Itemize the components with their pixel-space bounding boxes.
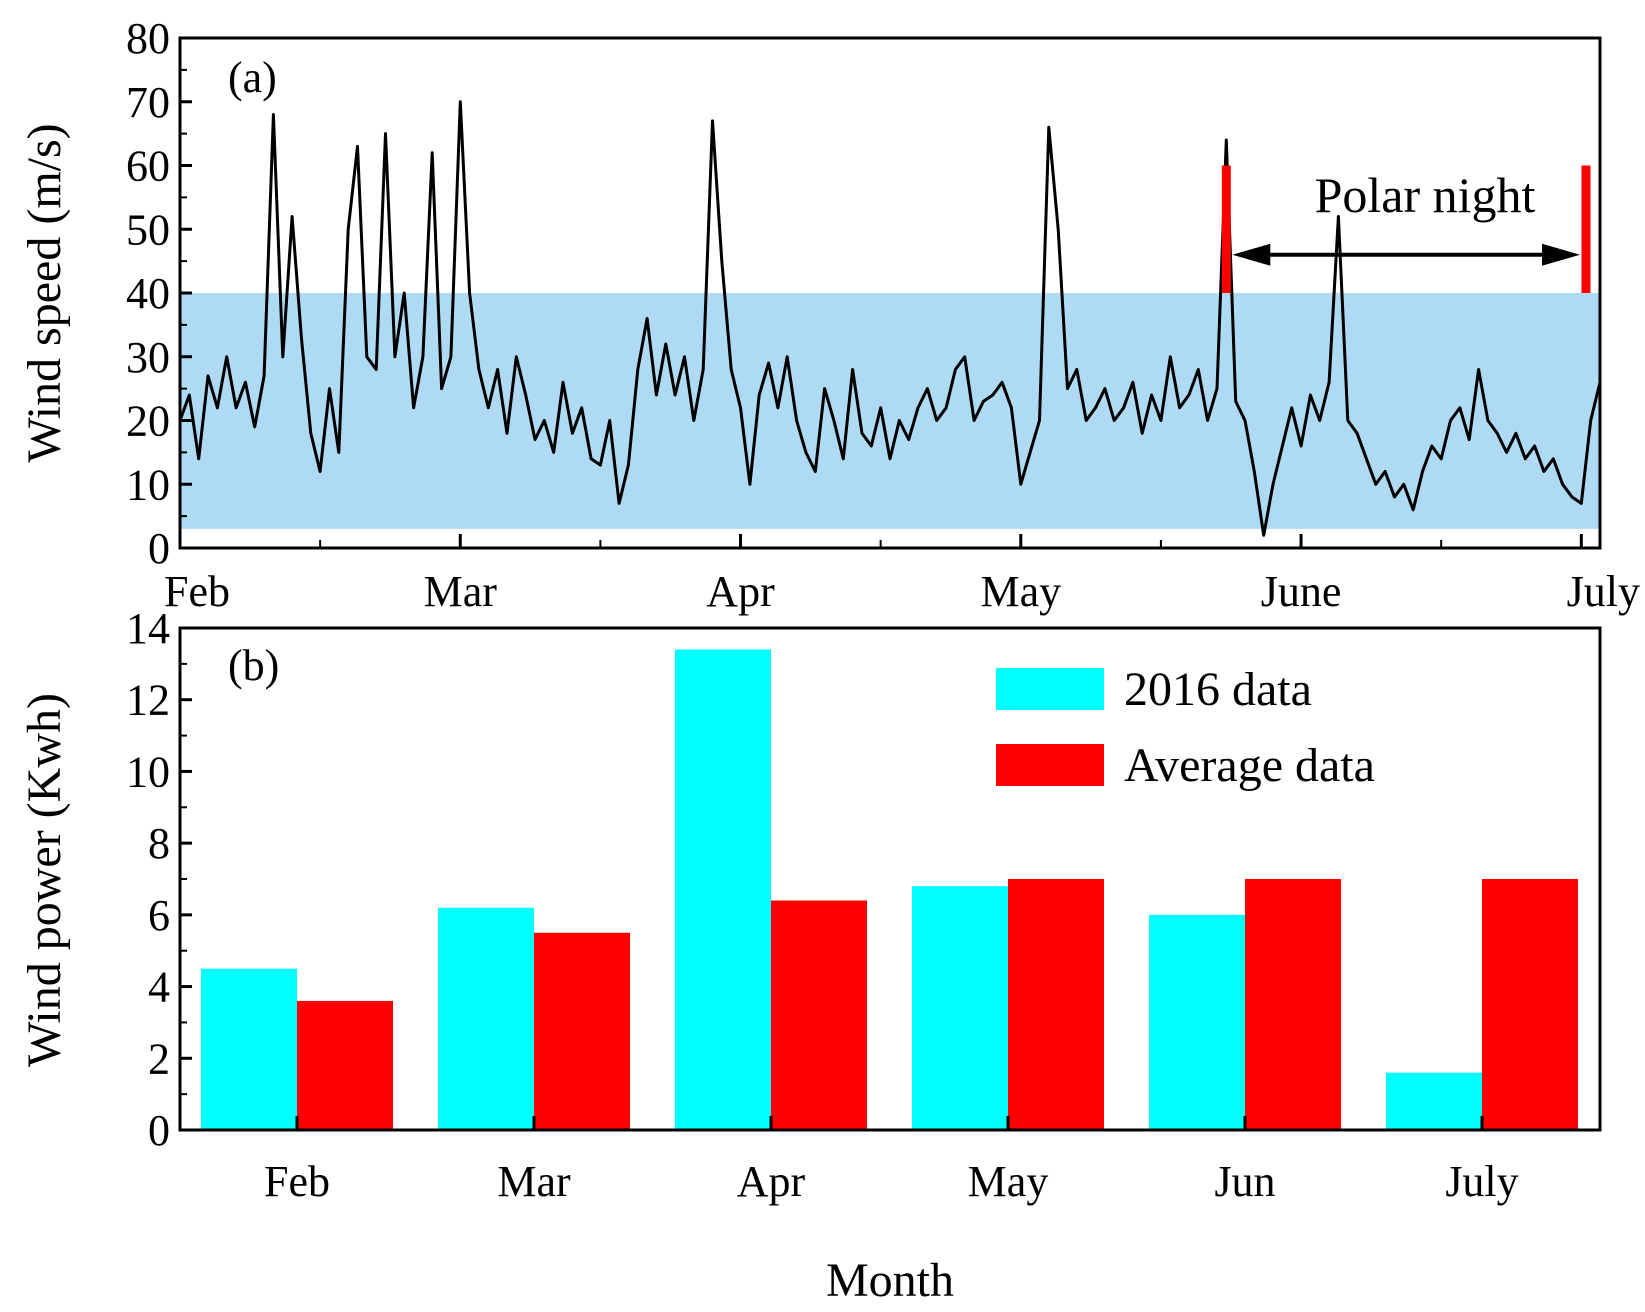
panel-a-y-tick-label: 10 [126,460,170,509]
polar-night-arrow-right-head [1541,243,1580,266]
bar-2016-jun [1149,914,1245,1130]
panel-b-y-tick-label: 0 [148,1106,170,1155]
wind-speed-line [178,100,1602,537]
bar-average-apr [771,900,867,1130]
panel-a-y-ticks: 0 10 20 30 40 50 60 70 80 [126,14,192,573]
panel-a-y-tick-label: 60 [126,142,170,191]
panel-a-y-tick-label: 30 [126,333,170,382]
panel-a: 0 10 20 30 40 50 60 70 80 Feb Mar Apr May June July (… [18,14,1640,616]
panel-a-x-tick-label: June [1261,567,1342,616]
bar-average-jun [1245,879,1341,1130]
polar-night-annotation [1221,165,1591,293]
bar-2016-july [1386,1072,1482,1130]
panel-a-x-tick-label: Mar [424,567,498,616]
legend-label-2016: 2016 data [1124,663,1312,716]
bar-average-july [1482,879,1578,1130]
panel-a-y-tick-label: 80 [126,14,170,63]
panel-b-x-tick-label: Apr [737,1157,806,1206]
panel-b-x-tick-label: May [968,1157,1049,1206]
bar-average-feb [297,1000,393,1130]
panel-b-label: (b) [228,641,279,690]
panel-a-y-tick-label: 70 [126,78,170,127]
panel-b-y-tick-label: 4 [148,963,170,1012]
wind-speed-series-layer [178,100,1602,537]
panel-b-x-tick-label: Mar [497,1157,571,1206]
panel-b-y-tick-label: 12 [126,676,170,725]
panel-b-x-tick-label: Jun [1214,1157,1275,1206]
legend-label-average: Average data [1124,739,1375,792]
bar-2016-apr [675,649,771,1130]
panel-b-y-axis-title: Wind power (Kwh) [18,693,71,1067]
panel-a-x-ticks: Feb Mar Apr May June July [164,534,1640,616]
legend: 2016 data Average data [996,663,1375,792]
panel-a-x-tick-label: Feb [164,567,230,616]
panel-b-y-tick-label: 6 [148,891,170,940]
panel-b-y-tick-label: 10 [126,747,170,796]
legend-swatch-2016 [996,668,1104,710]
polar-night-label: Polar night [1315,167,1536,223]
panel-b-x-axis-title: Month [826,1254,954,1307]
panel-b: 0 2 4 6 8 10 12 14 Feb Mar Apr May Jun July (b) Wind… [18,604,1602,1307]
bar-2016-may [912,886,1008,1130]
panel-b-y-tick-label: 2 [148,1034,170,1083]
panel-b-y-tick-label: 8 [148,819,170,868]
bar-average-mar [534,932,630,1130]
wind-speed-band-layer [181,293,1599,529]
panel-a-y-tick-label: 50 [126,205,170,254]
panel-a-y-tick-label: 40 [126,269,170,318]
panel-b-x-ticks: Feb Mar Apr May Jun July [264,1116,1519,1206]
panel-a-label: (a) [228,53,277,102]
panel-b-x-tick-label: Feb [264,1157,330,1206]
panel-a-x-tick-label: July [1567,567,1640,616]
panel-b-x-tick-label: July [1445,1157,1518,1206]
panel-a-x-tick-label: Apr [706,567,775,616]
bar-2016-feb [201,968,297,1130]
panel-a-y-tick-label: 20 [126,397,170,446]
panel-b-y-ticks: 0 2 4 6 8 10 12 14 [126,604,192,1155]
legend-swatch-average [996,744,1104,786]
wind-speed-range-band [181,293,1599,529]
wind-power-bars [201,649,1578,1130]
bar-2016-mar [438,907,534,1130]
panel-a-x-tick-label: May [980,567,1061,616]
panel-b-y-tick-label: 14 [126,604,170,653]
bar-average-may [1008,879,1104,1130]
polar-night-arrow-left-head [1232,243,1271,266]
panel-a-y-tick-label: 0 [148,524,170,573]
panel-a-y-axis-title: Wind speed (m/s) [18,123,71,462]
